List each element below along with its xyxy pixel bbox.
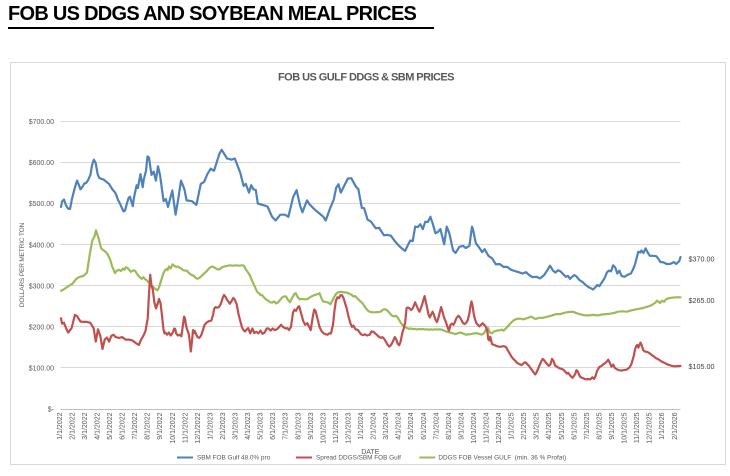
svg-text:$400.00: $400.00 xyxy=(29,242,54,249)
svg-text:6/1/2023: 6/1/2023 xyxy=(270,412,277,439)
svg-text:SBM FOB Gulf 48.0% pro: SBM FOB Gulf 48.0% pro xyxy=(197,455,271,462)
svg-text:1/1/2024: 1/1/2024 xyxy=(358,412,365,439)
svg-text:$-: $- xyxy=(48,407,55,414)
svg-text:9/1/2024: 9/1/2024 xyxy=(458,412,465,439)
svg-text:$100.00: $100.00 xyxy=(29,366,54,373)
svg-text:2/1/2026: 2/1/2026 xyxy=(672,412,679,439)
svg-text:5/1/2024: 5/1/2024 xyxy=(408,412,415,439)
svg-text:6/1/2022: 6/1/2022 xyxy=(120,412,127,439)
svg-text:DDGS FOB Vessel GULF (min. 36: DDGS FOB Vessel GULF (min. 36 % Profat) xyxy=(438,455,566,462)
svg-text:DOLLARS PER METRIC TON: DOLLARS PER METRIC TON xyxy=(19,222,26,307)
svg-text:9/1/2022: 9/1/2022 xyxy=(157,412,164,439)
svg-text:7/1/2025: 7/1/2025 xyxy=(584,412,591,439)
svg-text:11/1/2025: 11/1/2025 xyxy=(634,412,641,443)
svg-text:$600.00: $600.00 xyxy=(29,160,54,167)
svg-text:7/1/2024: 7/1/2024 xyxy=(433,412,440,439)
svg-text:1/1/2026: 1/1/2026 xyxy=(659,412,666,439)
svg-text:5/1/2025: 5/1/2025 xyxy=(559,412,566,439)
svg-text:8/1/2025: 8/1/2025 xyxy=(596,412,603,439)
svg-text:9/1/2023: 9/1/2023 xyxy=(308,412,315,439)
svg-text:7/1/2022: 7/1/2022 xyxy=(132,412,139,439)
svg-text:11/1/2024: 11/1/2024 xyxy=(484,412,491,443)
svg-text:2/1/2022: 2/1/2022 xyxy=(69,412,76,439)
svg-text:10/1/2023: 10/1/2023 xyxy=(320,412,327,443)
svg-text:10/1/2022: 10/1/2022 xyxy=(170,412,177,443)
svg-text:4/1/2024: 4/1/2024 xyxy=(396,412,403,439)
svg-text:12/1/2022: 12/1/2022 xyxy=(195,412,202,443)
svg-text:1/1/2025: 1/1/2025 xyxy=(509,412,516,439)
svg-text:5/1/2023: 5/1/2023 xyxy=(258,412,265,439)
svg-text:6/1/2024: 6/1/2024 xyxy=(421,412,428,439)
svg-text:10/1/2024: 10/1/2024 xyxy=(471,412,478,443)
svg-text:10/1/2025: 10/1/2025 xyxy=(622,412,629,443)
svg-text:$200.00: $200.00 xyxy=(29,325,54,332)
svg-text:7/1/2023: 7/1/2023 xyxy=(283,412,290,439)
svg-text:$300.00: $300.00 xyxy=(29,283,54,290)
svg-text:4/1/2022: 4/1/2022 xyxy=(95,412,102,439)
svg-text:3/1/2022: 3/1/2022 xyxy=(82,412,89,439)
svg-text:$105.00: $105.00 xyxy=(689,362,715,371)
svg-text:8/1/2024: 8/1/2024 xyxy=(446,412,453,439)
svg-text:DATE: DATE xyxy=(361,449,379,456)
svg-text:2/1/2024: 2/1/2024 xyxy=(371,412,378,439)
svg-text:1/1/2023: 1/1/2023 xyxy=(207,412,214,439)
svg-text:$700.00: $700.00 xyxy=(29,119,54,126)
svg-text:$265.00: $265.00 xyxy=(689,296,715,305)
svg-text:$370.00: $370.00 xyxy=(689,254,715,263)
svg-text:2/1/2023: 2/1/2023 xyxy=(220,412,227,439)
svg-text:FOB US GULF DDGS & SBM PRICES: FOB US GULF DDGS & SBM PRICES xyxy=(278,72,454,84)
svg-text:Spread DDGS/SBM FOB Gulf: Spread DDGS/SBM FOB Gulf xyxy=(316,455,401,462)
svg-text:8/1/2023: 8/1/2023 xyxy=(295,412,302,439)
svg-text:3/1/2023: 3/1/2023 xyxy=(233,412,240,439)
svg-text:$500.00: $500.00 xyxy=(29,201,54,208)
svg-text:11/1/2023: 11/1/2023 xyxy=(333,412,340,443)
svg-text:12/1/2023: 12/1/2023 xyxy=(346,412,353,443)
svg-text:3/1/2024: 3/1/2024 xyxy=(383,412,390,439)
svg-text:11/1/2022: 11/1/2022 xyxy=(182,412,189,443)
svg-text:4/1/2025: 4/1/2025 xyxy=(546,412,553,439)
svg-text:4/1/2023: 4/1/2023 xyxy=(245,412,252,439)
svg-text:5/1/2022: 5/1/2022 xyxy=(107,412,114,439)
svg-text:12/1/2024: 12/1/2024 xyxy=(496,412,503,443)
svg-text:8/1/2022: 8/1/2022 xyxy=(145,412,152,439)
svg-text:12/1/2025: 12/1/2025 xyxy=(647,412,654,443)
svg-text:1/1/2022: 1/1/2022 xyxy=(57,412,64,439)
svg-text:6/1/2025: 6/1/2025 xyxy=(571,412,578,439)
svg-text:9/1/2025: 9/1/2025 xyxy=(609,412,616,439)
svg-text:2/1/2025: 2/1/2025 xyxy=(521,412,528,439)
svg-text:3/1/2025: 3/1/2025 xyxy=(534,412,541,439)
